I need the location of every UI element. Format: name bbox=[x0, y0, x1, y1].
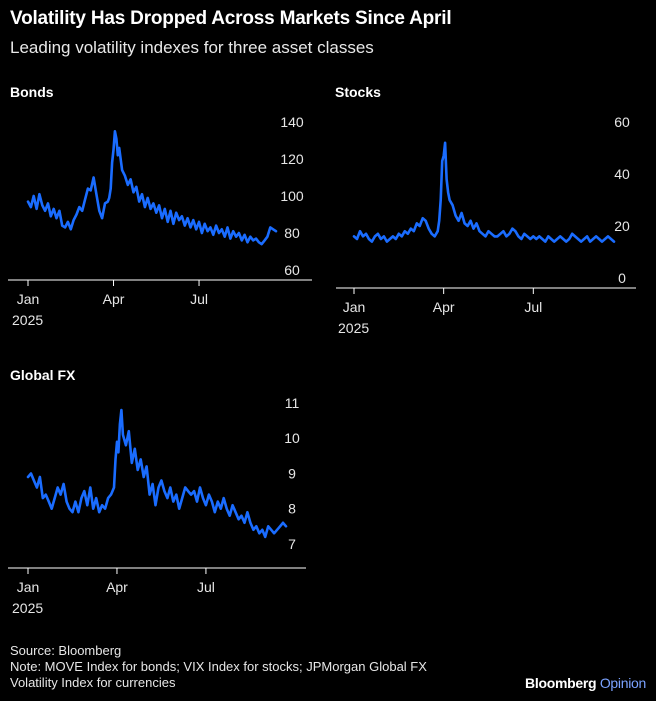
y-tick-label-bonds: 80 bbox=[284, 225, 300, 241]
y-tick-label-stocks: 60 bbox=[614, 114, 630, 130]
y-tick-label-fx: 11 bbox=[285, 395, 300, 411]
chart-title: Volatility Has Dropped Across Markets Si… bbox=[10, 8, 452, 29]
x-tick-label-fx: Apr bbox=[106, 579, 128, 595]
brand-sub: Opinion bbox=[599, 675, 646, 691]
x-tick-label-stocks: Jul bbox=[524, 299, 542, 315]
y-tick-label-fx: 9 bbox=[288, 465, 296, 481]
x-tick-year-fx: 2025 bbox=[12, 600, 43, 616]
method-note-line2: Volatility Index for currencies bbox=[10, 675, 176, 690]
x-tick-year-stocks: 2025 bbox=[338, 320, 369, 336]
y-tick-label-stocks: 0 bbox=[618, 270, 626, 286]
footnotes: Source: Bloomberg Note: MOVE Index for b… bbox=[10, 643, 427, 691]
series-line-stocks bbox=[352, 141, 616, 243]
series-line-fx bbox=[26, 408, 288, 539]
brand-logo: Bloomberg Opinion bbox=[525, 675, 646, 691]
source-note: Source: Bloomberg bbox=[10, 643, 122, 658]
panel-title-bonds: Bonds bbox=[10, 84, 54, 100]
method-note-line1: Note: MOVE Index for bonds; VIX Index fo… bbox=[10, 659, 427, 674]
y-tick-label-stocks: 20 bbox=[614, 218, 630, 234]
x-tick-label-stocks: Jan bbox=[343, 299, 366, 315]
y-tick-label-fx: 10 bbox=[284, 430, 300, 446]
x-tick-label-stocks: Apr bbox=[433, 299, 455, 315]
series-line-bonds bbox=[26, 130, 278, 246]
chart-subtitle: Leading volatility indexes for three ass… bbox=[10, 38, 374, 57]
x-tick-label-bonds: Jul bbox=[190, 291, 208, 307]
x-tick-label-bonds: Jan bbox=[17, 291, 40, 307]
chart-bonds: 60 80 100 120 140 Jan 2025 Apr Jul bbox=[8, 114, 312, 328]
y-tick-label-bonds: 100 bbox=[280, 188, 304, 204]
y-tick-label-bonds: 140 bbox=[280, 114, 304, 130]
panel-title-fx: Global FX bbox=[10, 367, 76, 383]
chart-stocks: 0 20 40 60 Jan 2025 Apr Jul bbox=[336, 114, 636, 336]
x-tick-year-bonds: 2025 bbox=[12, 312, 43, 328]
brand-main: Bloomberg bbox=[525, 675, 597, 691]
y-tick-label-bonds: 120 bbox=[280, 151, 304, 167]
y-tick-label-bonds: 60 bbox=[284, 262, 300, 278]
y-tick-label-stocks: 40 bbox=[614, 166, 630, 182]
y-tick-label-fx: 7 bbox=[288, 536, 296, 552]
y-tick-label-fx: 8 bbox=[288, 501, 296, 517]
x-tick-label-fx: Jan bbox=[17, 579, 40, 595]
chart-fx: 7 8 9 10 11 Jan 2025 Apr Jul bbox=[8, 395, 306, 616]
panel-title-stocks: Stocks bbox=[335, 84, 381, 100]
x-tick-label-bonds: Apr bbox=[103, 291, 125, 307]
x-tick-label-fx: Jul bbox=[197, 579, 215, 595]
charts-canvas: 60 80 100 120 140 Jan 2025 Apr Jul 0 20 40 60 Jan 2025… bbox=[8, 114, 636, 616]
